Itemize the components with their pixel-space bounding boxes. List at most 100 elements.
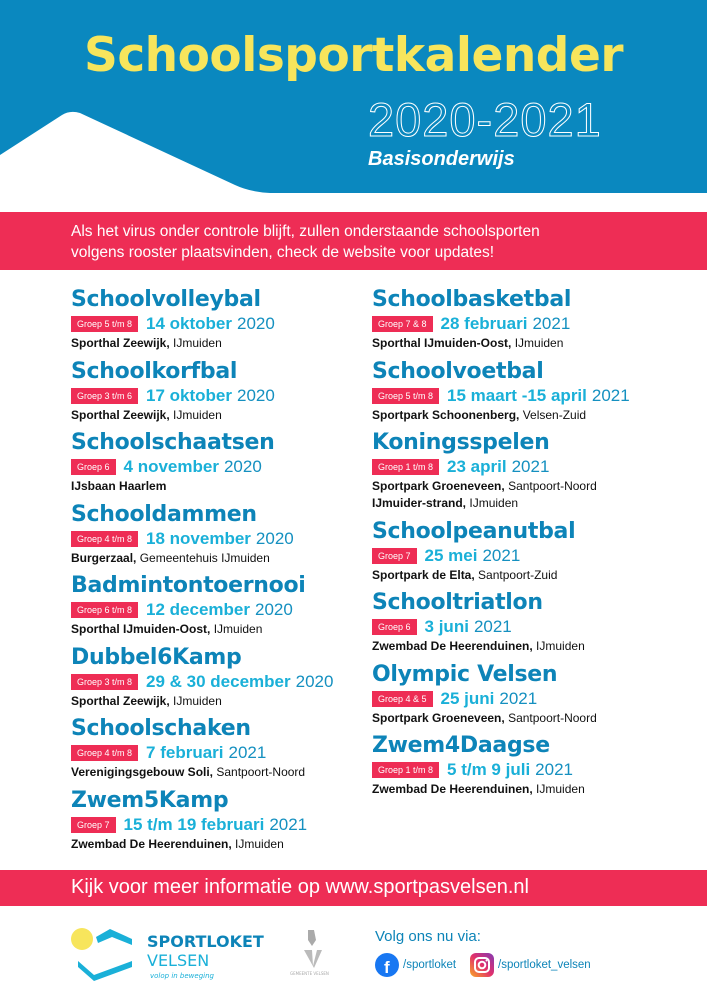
event-location: IJmuider-strand, IJmuiden bbox=[372, 495, 702, 512]
event-year: 2021 bbox=[269, 814, 308, 834]
event-year: 2021 bbox=[473, 617, 512, 636]
location-city: Santpoort-Noord bbox=[508, 479, 597, 493]
group-badge: Groep 1 t/m 8 bbox=[372, 762, 440, 778]
event-location: Sportpark de Elta, Santpoort-Zuid bbox=[372, 567, 702, 584]
event-location: Sportpark Groeneveen, Santpoort-Noord bbox=[372, 478, 702, 495]
notice-banner: Als het virus onder controle blijft, zul… bbox=[0, 212, 707, 270]
event-entry: Schoolschaatsen Groep 6 4 november 2020 … bbox=[71, 430, 401, 495]
event-date-row: Groep 7 15 t/m 19 februari 2021 bbox=[71, 814, 401, 836]
group-badge: Groep 1 t/m 8 bbox=[372, 459, 440, 475]
location-place: IJsbaan Haarlem bbox=[71, 479, 167, 493]
event-date: 7 februari bbox=[146, 743, 224, 762]
event-title: Schoolbasketbal bbox=[372, 287, 572, 312]
logo-tagline: volop in beweging bbox=[150, 972, 214, 980]
event-title: Schoolvoetbal bbox=[372, 358, 544, 384]
event-location: Sporthal Zeewijk, IJmuiden bbox=[71, 407, 401, 424]
location-place: Burgerzaal, bbox=[71, 550, 137, 565]
event-date: 29 & 30 december bbox=[146, 671, 291, 691]
group-badge: Groep 5 t/m 8 bbox=[372, 387, 440, 404]
group-badge: Groep 4 t/m 8 bbox=[71, 745, 139, 761]
event-location: Zwembad De Heerenduinen, IJmuiden bbox=[372, 781, 702, 798]
event-title: Schoolpeanutbal bbox=[372, 518, 576, 544]
event-location: Sporthal IJmuiden-Oost, IJmuiden bbox=[71, 621, 401, 638]
event-date-row: Groep 7 25 mei 2021 bbox=[372, 545, 702, 567]
facebook-link[interactable]: f /sportloket bbox=[375, 953, 456, 977]
event-year: 2021 bbox=[535, 760, 573, 779]
event-date-row: Groep 1 t/m 8 23 april 2021 bbox=[372, 456, 702, 478]
event-entry: Schoolvoetbal Groep 5 t/m 8 15 maart -15… bbox=[372, 359, 702, 424]
event-date: 25 mei bbox=[424, 545, 478, 565]
event-title: Koningsspelen bbox=[372, 430, 550, 455]
event-location: IJsbaan Haarlem bbox=[71, 478, 401, 495]
event-year: 2020 bbox=[254, 600, 293, 619]
event-date: 12 december bbox=[146, 600, 250, 619]
event-entry: Schoolpeanutbal Groep 7 25 mei 2021 Spor… bbox=[372, 519, 702, 584]
location-city: IJmuiden bbox=[514, 336, 564, 350]
event-date: 23 april bbox=[447, 457, 507, 476]
location-city: IJmuiden bbox=[173, 407, 222, 422]
location-place: Sportpark de Elta, bbox=[372, 567, 475, 582]
event-date-row: Groep 6 3 juni 2021 bbox=[372, 616, 702, 638]
event-date-row: Groep 1 t/m 8 5 t/m 9 juli 2021 bbox=[372, 759, 702, 781]
notice-line: Als het virus onder controle blijft, zul… bbox=[71, 223, 540, 240]
event-entry: Olympic Velsen Groep 4 & 5 25 juni 2021 … bbox=[372, 662, 702, 727]
location-city: Gemeentehuis IJmuiden bbox=[139, 550, 270, 565]
event-location: Zwembad De Heerenduinen, IJmuiden bbox=[71, 836, 401, 853]
location-city: IJmuiden bbox=[536, 639, 585, 653]
group-badge: Groep 3 t/m 6 bbox=[71, 387, 139, 404]
event-location: Verenigingsgebouw Soli, Santpoort-Noord bbox=[71, 764, 401, 781]
event-date: 25 juni bbox=[440, 688, 495, 708]
event-location: Sportpark Groeneveen, Santpoort-Noord bbox=[372, 710, 702, 727]
event-entry: Dubbel6Kamp Groep 3 t/m 8 29 & 30 decemb… bbox=[71, 645, 401, 710]
event-date-row: Groep 7 & 8 28 februari 2021 bbox=[372, 313, 702, 335]
event-date: 18 november bbox=[146, 528, 251, 548]
event-date-row: Groep 4 t/m 8 18 november 2020 bbox=[71, 528, 401, 550]
follow-label: Volg ons nu via: bbox=[375, 928, 481, 945]
event-year: 2020 bbox=[255, 528, 294, 548]
event-year: 2020 bbox=[237, 314, 275, 333]
event-title: Zwem5Kamp bbox=[71, 787, 229, 813]
event-year: 2021 bbox=[532, 314, 571, 333]
event-entry: Schooldammen Groep 4 t/m 8 18 november 2… bbox=[71, 502, 401, 567]
group-badge: Groep 4 & 5 bbox=[372, 690, 433, 707]
subtitle: Basisonderwijs bbox=[368, 148, 515, 170]
event-title: Schoolschaken bbox=[71, 716, 251, 741]
event-date: 15 t/m 19 februari bbox=[123, 814, 265, 834]
event-entry: Zwem4Daagse Groep 1 t/m 8 5 t/m 9 juli 2… bbox=[372, 733, 702, 798]
event-title: Zwem4Daagse bbox=[372, 733, 550, 758]
event-date-row: Groep 3 t/m 6 17 oktober 2020 bbox=[71, 385, 401, 407]
event-year: 2021 bbox=[511, 457, 550, 476]
svg-text:f: f bbox=[384, 958, 390, 977]
location-city: Velsen-Zuid bbox=[522, 407, 587, 422]
event-entry: Koningsspelen Groep 1 t/m 8 23 april 202… bbox=[372, 430, 702, 512]
event-date: 4 november bbox=[123, 457, 219, 476]
instagram-link[interactable]: /sportloket_velsen bbox=[470, 953, 591, 977]
info-text[interactable]: Kijk voor meer informatie op www.sportpa… bbox=[71, 876, 529, 898]
group-badge: Groep 3 t/m 8 bbox=[71, 673, 139, 690]
group-badge: Groep 4 t/m 8 bbox=[71, 530, 139, 547]
location-place: Sporthal IJmuiden-Oost, bbox=[372, 336, 512, 350]
event-location: Sporthal Zeewijk, IJmuiden bbox=[71, 335, 401, 352]
event-year: 2021 bbox=[499, 688, 538, 708]
event-year: 2020 bbox=[223, 457, 262, 476]
event-date: 15 maart -15 april bbox=[447, 385, 587, 405]
header-banner: Schoolsportkalender 2020-2021 Basisonder… bbox=[0, 0, 707, 200]
footer: SPORTLOKET VELSEN volop in beweging GEME… bbox=[0, 920, 707, 1000]
location-place: Sportpark Groeneveen, bbox=[372, 710, 505, 725]
event-entry: Schoolkorfbal Groep 3 t/m 6 17 oktober 2… bbox=[71, 359, 401, 424]
event-title: Badmintontoernooi bbox=[71, 573, 306, 598]
location-city: IJmuiden bbox=[213, 622, 263, 636]
location-place: Sporthal IJmuiden-Oost, bbox=[71, 622, 211, 636]
event-date-row: Groep 3 t/m 8 29 & 30 december 2020 bbox=[71, 671, 401, 693]
event-entry: Zwem5Kamp Groep 7 15 t/m 19 februari 202… bbox=[71, 788, 401, 853]
event-location: Burgerzaal, Gemeentehuis IJmuiden bbox=[71, 550, 401, 567]
event-date-row: Groep 6 4 november 2020 bbox=[71, 456, 401, 478]
location-city: IJmuiden bbox=[469, 496, 519, 510]
gemeente-velsen-logo-icon bbox=[304, 930, 322, 968]
event-title: Schooltriatlon bbox=[372, 590, 543, 615]
logo-line1: SPORTLOKET bbox=[147, 932, 264, 951]
event-title: Schoolvolleybal bbox=[71, 287, 261, 312]
group-badge: Groep 5 t/m 8 bbox=[71, 316, 139, 332]
event-location: Sportpark Schoonenberg, Velsen-Zuid bbox=[372, 407, 702, 424]
event-entry: Schoolbasketbal Groep 7 & 8 28 februari … bbox=[372, 287, 702, 352]
